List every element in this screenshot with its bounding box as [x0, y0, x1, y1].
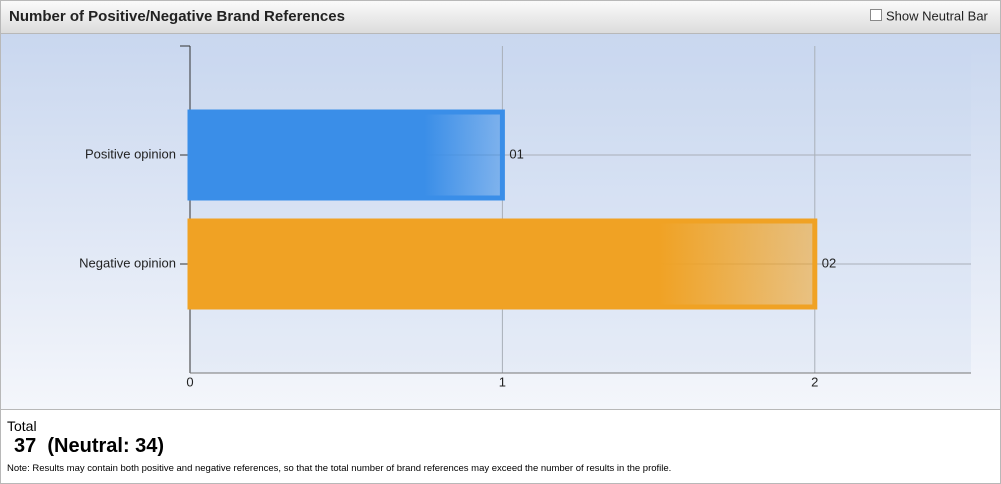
- bar: [187, 109, 505, 201]
- x-tick-label: 0: [186, 374, 193, 389]
- y-tick-label: Positive opinion: [85, 146, 176, 161]
- x-tick-label: 2: [811, 374, 818, 389]
- total-value: 37: [14, 435, 37, 457]
- x-tick-label: 1: [499, 374, 506, 389]
- chart-title: Number of Positive/Negative Brand Refere…: [9, 8, 345, 25]
- plot-area: [190, 46, 971, 373]
- note: Note: Results may contain both positive …: [7, 463, 672, 474]
- value-label: 02: [822, 255, 836, 270]
- neutral-value: (Neutral: 34): [47, 435, 165, 457]
- summary: Total 37 (Neutral: 34) Note: Results may…: [1, 409, 1000, 483]
- bar: [187, 218, 818, 310]
- total-label: Total: [7, 418, 37, 434]
- y-tick-label: Negative opinion: [79, 255, 176, 270]
- value-label: 01: [509, 146, 523, 161]
- checkbox[interactable]: [870, 9, 882, 21]
- header-bar: [1, 1, 1000, 33]
- checkbox-label[interactable]: Show Neutral Bar: [886, 8, 989, 23]
- chart: Number of Positive/Negative Brand Refere…: [1, 1, 1000, 409]
- total-line: 37 (Neutral: 34): [14, 435, 164, 458]
